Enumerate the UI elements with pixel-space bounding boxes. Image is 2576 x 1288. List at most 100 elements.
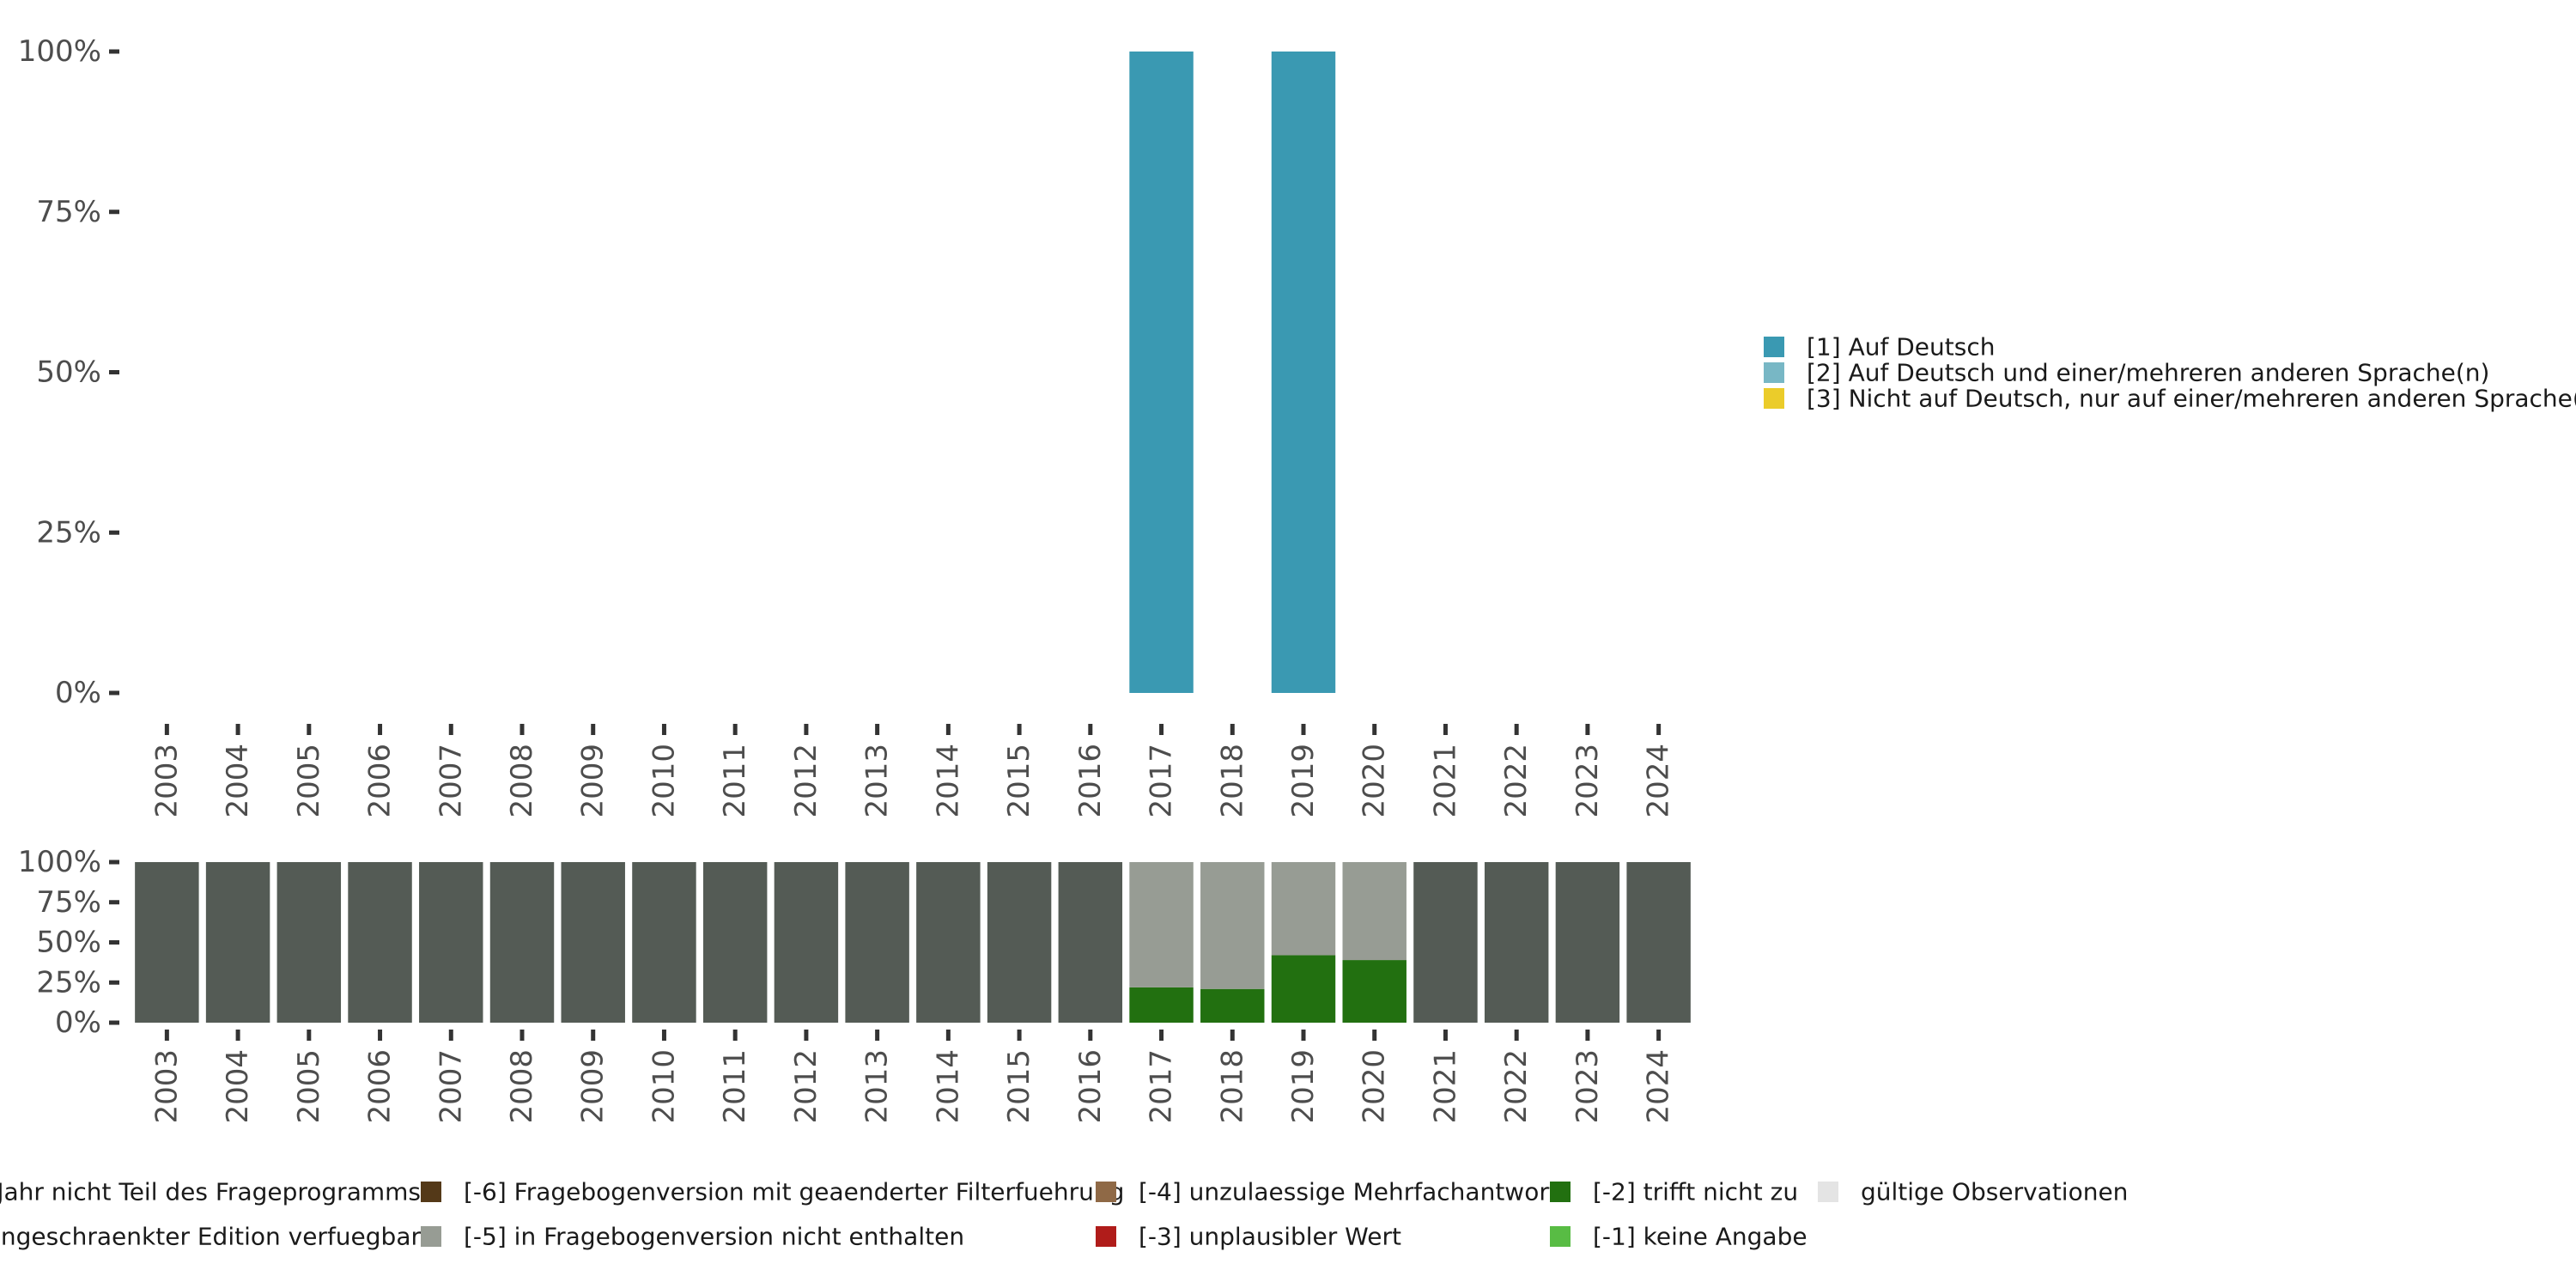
bottom-ytick-label: 75% [36, 885, 101, 920]
top-xtick-label: 2015 [1002, 744, 1036, 818]
top-xtick-label: 2004 [221, 744, 255, 818]
bottom-bar [276, 862, 342, 1023]
bottom-legend: [-8] Frage im Jahr nicht Teil des Fragep… [0, 1178, 2128, 1251]
bottom-xtick-label: 2009 [576, 1049, 611, 1124]
top-legend-swatch [1764, 388, 1784, 409]
top-xtick-label: 2013 [860, 744, 895, 818]
bottom-legend-swatch [421, 1226, 441, 1247]
bottom-bar [1484, 862, 1549, 1023]
top-ytick-label: 75% [36, 195, 101, 229]
top-xtick-label: 2008 [505, 744, 539, 818]
bottom-xtick-label: 2024 [1642, 1049, 1676, 1124]
bottom-legend-swatch [1550, 1182, 1571, 1202]
bottom-xtick-label: 2014 [931, 1049, 965, 1124]
bottom-bar [632, 862, 696, 1023]
bottom-bar [916, 862, 981, 1023]
top-xtick-label: 2007 [434, 744, 468, 818]
bottom-ytick-label: 100% [18, 845, 101, 879]
bottom-xtick-label: 2022 [1499, 1049, 1534, 1124]
top-xtick-label: 2005 [292, 744, 326, 818]
bottom-legend-label: [-6] Fragebogenversion mit geaenderter F… [464, 1178, 1124, 1206]
bottom-xtick-label: 2003 [149, 1049, 184, 1124]
bottom-xtick-label: 2020 [1358, 1049, 1392, 1124]
bottom-xtick-label: 2015 [1002, 1049, 1036, 1124]
top-legend-label: [1] Auf Deutsch [1807, 333, 1995, 361]
bottom-xtick-label: 2008 [505, 1049, 539, 1124]
bottom-bar [1129, 987, 1194, 1023]
bottom-bar [1342, 862, 1406, 961]
top-xtick-label: 2017 [1145, 744, 1179, 818]
bottom-legend-swatch [1096, 1182, 1116, 1202]
bottom-xtick-label: 2017 [1145, 1049, 1179, 1124]
bottom-xtick-label: 2013 [860, 1049, 895, 1124]
bottom-bar [987, 862, 1052, 1023]
bottom-ytick-label: 50% [36, 926, 101, 960]
bottom-legend-swatch [1550, 1226, 1571, 1247]
top-legend-label: [2] Auf Deutsch und einer/mehreren ander… [1807, 359, 2489, 387]
bottom-bar [1271, 955, 1336, 1023]
top-xtick-label: 2003 [149, 744, 184, 818]
top-panel: 0% 25% 50% 75% 100% 2003 2004 2005 2006 2007 2008 2… [18, 34, 1676, 818]
top-legend-label: [3] Nicht auf Deutsch, nur auf einer/meh… [1807, 385, 2576, 413]
bottom-bar [1200, 988, 1265, 1023]
bottom-xtick-label: 2007 [434, 1049, 468, 1124]
bottom-bar [489, 862, 555, 1023]
top-xtick-label: 2016 [1073, 744, 1108, 818]
top-ytick-label: 25% [36, 515, 101, 550]
bottom-xtick-label: 2012 [789, 1049, 823, 1124]
bottom-bar [774, 862, 839, 1023]
bottom-legend-label: [-3] unplausibler Wert [1139, 1223, 1401, 1251]
top-legend-swatch [1764, 362, 1784, 383]
bottom-xtick-label: 2011 [718, 1049, 752, 1124]
top-xtick-label: 2021 [1428, 744, 1462, 818]
top-xtick-label: 2011 [718, 744, 752, 818]
bottom-bar [1555, 862, 1620, 1023]
bottom-bar [1200, 862, 1265, 989]
bottom-ytick-label: 25% [36, 965, 101, 999]
top-legend: [1] Auf Deutsch[2] Auf Deutsch und einer… [1764, 333, 2576, 413]
bottom-bar [1342, 960, 1406, 1023]
bottom-bar [205, 862, 270, 1023]
bottom-legend-label: [-5] in Fragebogenversion nicht enthalte… [464, 1223, 964, 1251]
top-xtick-label: 2020 [1358, 744, 1392, 818]
top-ytick-label: 50% [36, 355, 101, 390]
bottom-legend-label: gültige Observationen [1861, 1178, 2128, 1206]
bottom-xtick-label: 2016 [1073, 1049, 1108, 1124]
bottom-ytick-label: 0% [55, 1005, 101, 1040]
bottom-legend-swatch [1818, 1182, 1838, 1202]
bottom-xtick-label: 2006 [363, 1049, 398, 1124]
bottom-legend-label: [-1] keine Angabe [1593, 1223, 1807, 1251]
bottom-legend-label: [-4] unzulaessige Mehrfachantwort [1139, 1178, 1558, 1206]
bottom-xtick-label: 2018 [1215, 1049, 1249, 1124]
top-bar [1271, 52, 1336, 693]
top-xtick-label: 2006 [363, 744, 398, 818]
bottom-bar [419, 862, 483, 1023]
bottom-panel: 0% 25% 50% 75% 100% 2003 2004 2005 2006 2007 2008 2… [18, 845, 1691, 1124]
top-ytick-label: 100% [18, 34, 101, 69]
bottom-legend-label: [-7] nur in eingeschraenkter Edition ver… [0, 1223, 421, 1251]
bottom-bar [1271, 862, 1336, 956]
bottom-bar [1413, 862, 1478, 1023]
top-ytick-label: 0% [55, 676, 101, 710]
bottom-bar [135, 862, 199, 1023]
bottom-bar [845, 862, 909, 1023]
bottom-xtick-label: 2021 [1428, 1049, 1462, 1124]
top-xtick-label: 2019 [1286, 744, 1321, 818]
bottom-bar [1058, 862, 1123, 1023]
bottom-xtick-label: 2019 [1286, 1049, 1321, 1124]
top-xtick-label: 2023 [1571, 744, 1605, 818]
bottom-legend-label: [-8] Frage im Jahr nicht Teil des Fragep… [0, 1178, 421, 1206]
bottom-bar [1129, 862, 1194, 987]
bottom-xtick-label: 2010 [647, 1049, 681, 1124]
top-xtick-label: 2012 [789, 744, 823, 818]
top-xtick-label: 2014 [931, 744, 965, 818]
bottom-xtick-label: 2004 [221, 1049, 255, 1124]
bottom-xtick-label: 2005 [292, 1049, 326, 1124]
bottom-bar [702, 862, 768, 1023]
top-xtick-label: 2022 [1499, 744, 1534, 818]
top-xtick-label: 2024 [1642, 744, 1676, 818]
bottom-legend-swatch [1096, 1226, 1116, 1247]
top-bar [1129, 52, 1194, 693]
bottom-bar [561, 862, 625, 1023]
